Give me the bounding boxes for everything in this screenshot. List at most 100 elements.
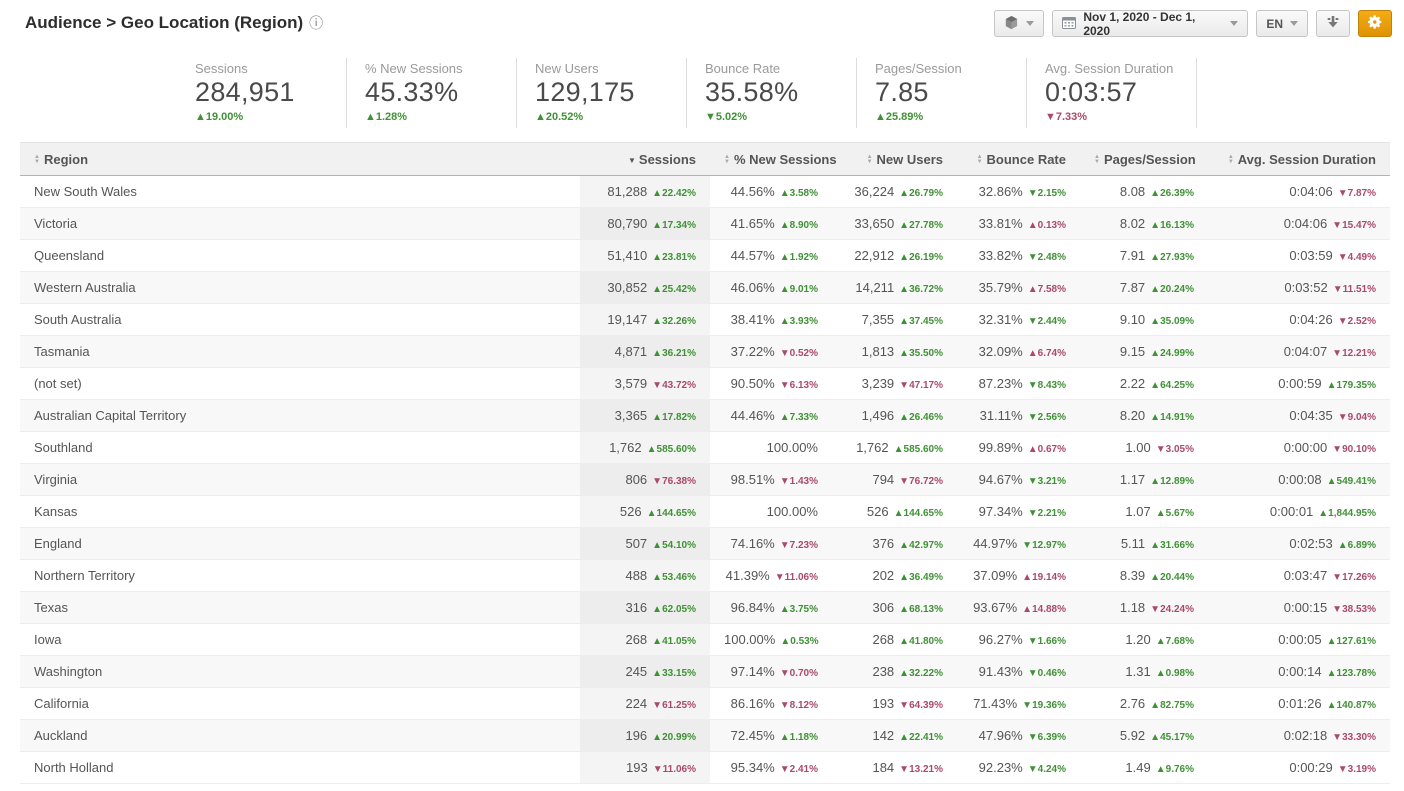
region-cell: North Holland bbox=[20, 751, 580, 784]
bounce-rate-cell: 37.09% ▲19.14% bbox=[957, 559, 1080, 592]
pages-session-cell: 5.92 ▲45.17% bbox=[1080, 719, 1208, 752]
metric-delta: ▲1.28% bbox=[365, 111, 408, 123]
pages-session-cell: 1.49 ▲9.76% bbox=[1080, 751, 1208, 784]
page-title: Audience > Geo Location (Region) ⓘ bbox=[25, 10, 323, 33]
new-users-cell: 202 ▲36.49% bbox=[832, 559, 957, 592]
sessions-cell: 488 ▲53.46% bbox=[580, 559, 710, 592]
sessions-cell: 268 ▲41.05% bbox=[580, 623, 710, 656]
table-row: North Holland 193 ▼11.06% 95.34% ▼2.41% 18… bbox=[20, 751, 1390, 784]
region-cell: Texas bbox=[20, 591, 580, 624]
settings-button[interactable] bbox=[1358, 10, 1392, 37]
avg-duration-cell: 0:00:08 ▲549.41% bbox=[1208, 463, 1390, 496]
language-selector[interactable]: EN bbox=[1256, 10, 1308, 37]
date-range-picker[interactable]: Nov 1, 2020 - Dec 1, 2020 bbox=[1052, 10, 1249, 38]
table-row: Queensland 51,410 ▲23.81% 44.57% ▲1.92% 22… bbox=[20, 239, 1390, 272]
region-cell: Queensland bbox=[20, 239, 580, 272]
metric-label: Pages/Session bbox=[875, 61, 962, 76]
sessions-cell: 3,579 ▼43.72% bbox=[580, 367, 710, 400]
column-header-region[interactable]: ▲ ▼ Region bbox=[20, 142, 580, 176]
new-users-cell: 22,912 ▲26.19% bbox=[832, 239, 957, 272]
table-row: Iowa 268 ▲41.05% 100.00% ▲0.53% 268 ▲41.80%… bbox=[20, 623, 1390, 656]
avg-duration-cell: 0:00:05 ▲127.61% bbox=[1208, 623, 1390, 656]
table-row: Washington 245 ▲33.15% 97.14% ▼0.70% 238 ▲3… bbox=[20, 655, 1390, 688]
bounce-rate-cell: 32.09% ▲6.74% bbox=[957, 335, 1080, 368]
new-users-cell: 36,224 ▲26.79% bbox=[832, 175, 957, 208]
new-sessions-cell: 100.00% bbox=[710, 495, 832, 528]
region-cell: Southland bbox=[20, 431, 580, 464]
widget-selector-button[interactable] bbox=[994, 10, 1045, 37]
sort-icon: ▲ ▼ bbox=[1094, 154, 1100, 166]
bounce-rate-cell: 99.89% ▲0.67% bbox=[957, 431, 1080, 464]
new-sessions-cell: 44.46% ▲7.33% bbox=[710, 399, 832, 432]
bounce-rate-cell: 71.43% ▼19.36% bbox=[957, 687, 1080, 720]
sessions-cell: 1,762 ▲585.60% bbox=[580, 431, 710, 464]
column-header-sessions[interactable]: ▼ Sessions bbox=[580, 142, 710, 176]
sort-desc-icon: ▼ bbox=[627, 155, 636, 165]
avg-duration-cell: 0:00:15 ▼38.53% bbox=[1208, 591, 1390, 624]
new-sessions-cell: 100.00% ▲0.53% bbox=[710, 623, 832, 656]
metric-delta: ▲19.00% bbox=[195, 111, 244, 123]
table-row: England 507 ▲54.10% 74.16% ▼7.23% 376 ▲42.9… bbox=[20, 527, 1390, 560]
bounce-rate-cell: 87.23% ▼8.43% bbox=[957, 367, 1080, 400]
new-users-cell: 268 ▲41.80% bbox=[832, 623, 957, 656]
download-button[interactable] bbox=[1316, 10, 1350, 37]
new-sessions-cell: 96.84% ▲3.75% bbox=[710, 591, 832, 624]
pages-session-cell: 9.15 ▲24.99% bbox=[1080, 335, 1208, 368]
breadcrumb-title: Audience > Geo Location (Region) bbox=[25, 13, 304, 32]
region-table: ▲ ▼ Region ▼ Sessions ▲ ▼% New Sessions ▲ ▼ Ne… bbox=[20, 142, 1390, 784]
column-header-bounce-rate[interactable]: ▲ ▼ Bounce Rate bbox=[957, 142, 1080, 176]
column-header-new-sessions[interactable]: ▲ ▼% New Sessions bbox=[710, 142, 837, 176]
column-header-pages-session[interactable]: ▲ ▼ Pages/Session bbox=[1080, 142, 1208, 176]
table-row: South Australia 19,147 ▲32.26% 38.41% ▲3.9… bbox=[20, 303, 1390, 336]
bounce-rate-cell: 31.11% ▼2.56% bbox=[957, 399, 1080, 432]
new-sessions-cell: 95.34% ▼2.41% bbox=[710, 751, 832, 784]
info-icon[interactable]: ⓘ bbox=[309, 15, 324, 31]
sessions-cell: 806 ▼76.38% bbox=[580, 463, 710, 496]
table-row: Virginia 806 ▼76.38% 98.51% ▼1.43% 794 ▼76.… bbox=[20, 463, 1390, 496]
pages-session-cell: 1.18 ▼24.24% bbox=[1080, 591, 1208, 624]
bounce-rate-cell: 35.79% ▲7.58% bbox=[957, 271, 1080, 304]
cube-icon bbox=[1004, 15, 1019, 33]
bounce-rate-cell: 33.82% ▼2.48% bbox=[957, 239, 1080, 272]
sessions-cell: 30,852 ▲25.42% bbox=[580, 271, 710, 304]
chevron-down-icon bbox=[1230, 21, 1239, 26]
bounce-rate-cell: 93.67% ▲14.88% bbox=[957, 591, 1080, 624]
table-row: California 224 ▼61.25% 86.16% ▼8.12% 193 ▼6… bbox=[20, 687, 1390, 720]
region-cell: Iowa bbox=[20, 623, 580, 656]
metric-label: Sessions bbox=[195, 61, 248, 76]
pages-session-cell: 1.00 ▼3.05% bbox=[1080, 431, 1208, 464]
chevron-down-icon bbox=[1290, 21, 1298, 26]
metric-delta: ▼5.02% bbox=[705, 111, 748, 123]
sessions-cell: 80,790 ▲17.34% bbox=[580, 207, 710, 240]
column-header-avg-duration[interactable]: ▲ ▼ Avg. Session Duration bbox=[1208, 142, 1390, 176]
bounce-rate-cell: 32.31% ▼2.44% bbox=[957, 303, 1080, 336]
new-sessions-cell: 97.14% ▼0.70% bbox=[710, 655, 832, 688]
table-row: Northern Territory 488 ▲53.46% 41.39% ▼11.… bbox=[20, 559, 1390, 592]
new-sessions-cell: 41.39% ▼11.06% bbox=[710, 559, 832, 592]
pages-session-cell: 8.20 ▲14.91% bbox=[1080, 399, 1208, 432]
sessions-cell: 3,365 ▲17.82% bbox=[580, 399, 710, 432]
sort-icon: ▲ ▼ bbox=[976, 154, 983, 166]
metric-label: Bounce Rate bbox=[705, 61, 781, 76]
pages-session-cell: 1.07 ▲5.67% bbox=[1080, 495, 1208, 528]
avg-duration-cell: 0:02:18 ▼33.30% bbox=[1208, 719, 1390, 752]
sessions-cell: 193 ▼11.06% bbox=[580, 751, 710, 784]
region-cell: Auckland bbox=[20, 719, 580, 752]
avg-duration-cell: 0:04:06 ▼15.47% bbox=[1208, 207, 1390, 240]
region-cell: Western Australia bbox=[20, 271, 580, 304]
sessions-cell: 81,288 ▲22.42% bbox=[580, 175, 710, 208]
region-cell: Tasmania bbox=[20, 335, 580, 368]
chevron-down-icon bbox=[1026, 21, 1035, 26]
avg-duration-cell: 0:03:59 ▼4.49% bbox=[1208, 239, 1390, 272]
summary-metric: Avg. Session Duration 0:03:57 ▼7.33% bbox=[1027, 58, 1197, 128]
new-sessions-cell: 98.51% ▼1.43% bbox=[710, 463, 832, 496]
sessions-cell: 4,871 ▲36.21% bbox=[580, 335, 710, 368]
avg-duration-cell: 0:00:01 ▲1,844.95% bbox=[1208, 495, 1390, 528]
sessions-cell: 196 ▲20.99% bbox=[580, 719, 710, 752]
avg-duration-cell: 0:04:06 ▼7.87% bbox=[1208, 175, 1390, 208]
sort-icon: ▲ ▼ bbox=[1227, 154, 1234, 166]
column-header-new-users[interactable]: ▲ ▼ New Users bbox=[832, 142, 957, 176]
metric-label: % New Sessions bbox=[365, 61, 463, 76]
metric-label: New Users bbox=[535, 61, 599, 76]
region-cell: England bbox=[20, 527, 580, 560]
